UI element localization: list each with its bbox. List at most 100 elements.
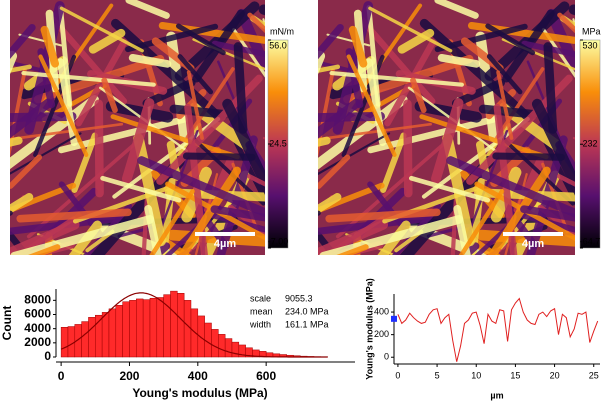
afm-texture <box>121 98 155 184</box>
afm-image <box>318 0 575 255</box>
afm-texture <box>10 23 36 60</box>
bar <box>204 322 212 358</box>
afm-texture <box>10 210 13 216</box>
y-tick-label: 0 <box>44 349 51 363</box>
bar <box>101 312 110 358</box>
bar <box>156 297 164 358</box>
afm-texture <box>177 166 241 255</box>
y-tick-label: 6000 <box>24 307 51 321</box>
bar <box>142 299 151 358</box>
scale-bar <box>195 232 255 236</box>
x-tick-label: 400 <box>188 369 208 383</box>
fit-param-value: 9055.3 <box>285 293 313 303</box>
afm-texture <box>10 132 82 175</box>
bar <box>183 300 192 358</box>
bar <box>136 298 144 358</box>
x-tick-label: 0 <box>58 369 65 383</box>
afm-texture <box>380 132 407 193</box>
scale-bar <box>503 232 563 236</box>
afm-texture <box>336 244 369 255</box>
bar <box>177 293 185 358</box>
afm-texture <box>10 122 124 141</box>
afm-texture <box>368 6 453 53</box>
afm-texture <box>410 77 427 113</box>
afm-texture <box>75 39 128 127</box>
x-tick-label: 25 <box>589 370 599 380</box>
y-tick-label: 400 <box>374 306 389 316</box>
y-tick-label: 200 <box>374 329 389 339</box>
afm-texture <box>546 8 575 79</box>
afm-texture <box>318 23 344 60</box>
bar <box>81 321 89 358</box>
afm-texture <box>38 54 89 158</box>
afm-texture <box>486 54 523 95</box>
bar <box>67 326 76 358</box>
bar <box>149 297 158 358</box>
bar <box>122 301 130 358</box>
colorbar-label: 530 <box>582 40 597 50</box>
afm-texture <box>318 219 388 255</box>
afm-texture <box>495 67 545 140</box>
bar <box>224 338 233 358</box>
afm-texture <box>318 210 321 216</box>
afm-texture <box>149 189 195 255</box>
afm-texture <box>329 70 464 87</box>
afm-texture <box>10 136 23 147</box>
afm-texture <box>10 154 43 189</box>
fit-param-value: 161.1 MPa <box>285 319 329 329</box>
colorbar-unit: mN/m <box>270 26 294 36</box>
scale-bar-label: 4µm <box>214 238 236 250</box>
afm-texture <box>105 100 174 123</box>
cursor-marker <box>391 315 397 322</box>
x-tick-label: 10 <box>471 370 481 380</box>
afm-texture <box>408 175 491 203</box>
afm-texture <box>543 42 558 134</box>
afm-texture <box>458 189 505 255</box>
x-tick-label: 0 <box>395 370 400 380</box>
afm-texture <box>437 53 481 68</box>
afm-texture <box>16 208 132 223</box>
afm-texture <box>319 215 464 255</box>
afm-texture <box>403 99 413 198</box>
afm-texture <box>450 189 459 255</box>
afm-texture <box>556 174 575 187</box>
afm-texture <box>520 205 575 222</box>
afm-texture <box>125 23 219 53</box>
bar <box>197 315 205 358</box>
afm-texture <box>10 98 53 139</box>
afm-texture <box>346 54 397 158</box>
afm-texture <box>434 23 528 53</box>
bar <box>129 300 137 358</box>
afm-texture <box>474 181 575 241</box>
afm-texture <box>478 104 539 119</box>
bar <box>218 334 226 358</box>
afm-texture <box>177 54 214 95</box>
afm-texture <box>521 40 575 58</box>
x-axis-label: µm <box>490 390 503 400</box>
afm-texture <box>485 23 536 56</box>
afm-texture <box>414 100 482 123</box>
fit-param-name: width <box>249 319 271 329</box>
afm-texture <box>182 152 256 161</box>
afm-texture <box>419 18 534 123</box>
colorbar-label: 24.5 <box>269 138 287 148</box>
y-axis-label: Young's modulus (MPa) <box>364 278 374 379</box>
afm-texture <box>110 114 240 160</box>
afm-texture <box>186 70 204 140</box>
afm-texture <box>236 8 265 79</box>
afm-texture <box>318 136 331 147</box>
y-axis-label: Count <box>0 306 14 341</box>
bar <box>115 305 123 358</box>
afm-texture <box>40 25 60 68</box>
afm-texture <box>125 0 170 19</box>
afm-texture <box>233 42 248 134</box>
afm-texture <box>348 25 368 68</box>
x-tick-label: 20 <box>550 370 560 380</box>
afm-texture <box>101 77 118 113</box>
bar <box>108 308 117 358</box>
profile-line <box>397 297 599 362</box>
afm-texture <box>496 70 514 140</box>
afm-texture <box>10 215 155 255</box>
afm-texture <box>318 231 339 255</box>
afm-texture <box>318 122 432 141</box>
